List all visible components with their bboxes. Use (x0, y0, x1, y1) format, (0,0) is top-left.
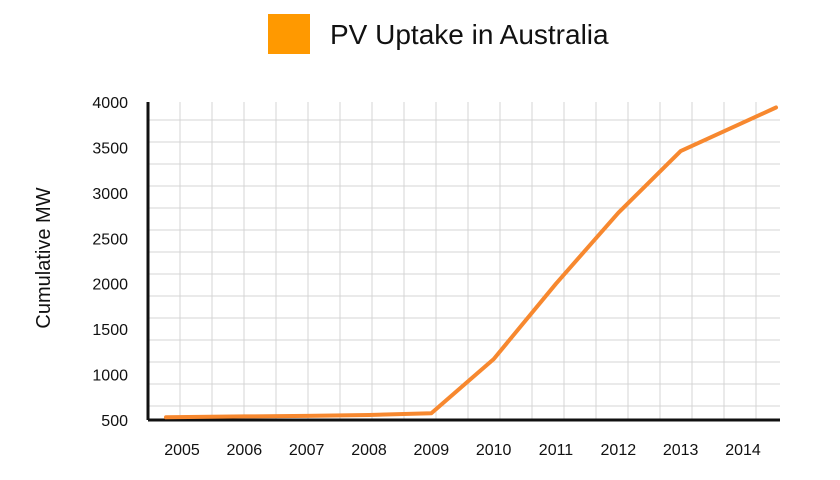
x-tick-label: 2014 (725, 442, 761, 459)
y-axis-label: Cumulative MW (33, 187, 55, 328)
legend-label: PV Uptake in Australia (330, 19, 609, 50)
series-group (164, 105, 778, 420)
y-tick-label: 2000 (92, 277, 128, 294)
x-tick-label: 2013 (663, 442, 699, 459)
legend-swatch (268, 14, 310, 54)
x-tick-label: 2009 (414, 442, 450, 459)
x-tick-label: 2007 (289, 442, 325, 459)
y-tick-label: 4000 (92, 95, 128, 112)
axes (146, 102, 780, 422)
y-tick-label: 500 (101, 413, 128, 430)
y-tick-label: 1000 (92, 368, 128, 385)
x-tick-label: 2006 (227, 442, 263, 459)
x-tick-label: 2005 (164, 442, 200, 459)
x-tick-label: 2008 (351, 442, 387, 459)
y-tick-label: 3000 (92, 186, 128, 203)
x-tick-label: 2011 (539, 442, 574, 459)
x-tick-label: 2012 (601, 442, 637, 459)
y-tick-label: 1500 (92, 322, 128, 339)
legend: PV Uptake in Australia (268, 14, 609, 54)
x-tick-label: 2010 (476, 442, 512, 459)
y-tick-label: 3500 (92, 140, 128, 157)
x-tick-labels: 2005 2006 2007 2008 2009 2010 2011 2012 2013 2014 (164, 442, 761, 459)
y-tick-label: 2500 (92, 231, 128, 248)
y-tick-labels: 500 1000 1500 2000 2500 3000 3500 4000 (92, 95, 128, 430)
series-line (164, 105, 778, 420)
